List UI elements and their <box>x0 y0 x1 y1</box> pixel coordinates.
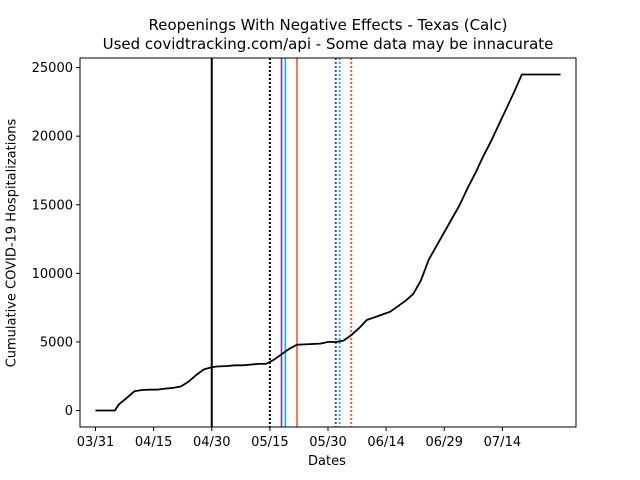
chart-title: Reopenings With Negative Effects - Texas… <box>148 16 508 34</box>
x-tick-label: 07/14 <box>484 435 521 450</box>
x-axis-label: Dates <box>308 454 346 469</box>
x-tick-label: 04/15 <box>135 435 172 450</box>
series-line-1 <box>95 73 561 412</box>
x-tick-label: 05/15 <box>251 435 288 450</box>
y-tick-label: 5000 <box>40 335 73 350</box>
x-tick-label: 03/31 <box>77 435 114 450</box>
chart-subtitle: Used covidtracking.com/api - Some data m… <box>102 35 554 53</box>
x-tick-label: 05/30 <box>309 435 346 450</box>
y-tick-label: 0 <box>65 404 73 419</box>
axes-frame <box>79 57 577 428</box>
y-axis-label: Cumulative COVID-19 Hospitalizations <box>4 118 20 368</box>
y-tick-label: 25000 <box>32 61 73 76</box>
x-tick-label: 06/29 <box>426 435 463 450</box>
x-tick-label: 06/14 <box>367 435 404 450</box>
y-tick-label: 20000 <box>32 130 73 145</box>
y-tick-label: 10000 <box>32 267 73 282</box>
y-tick-label: 15000 <box>32 198 73 213</box>
x-tick-label: 04/30 <box>193 435 230 450</box>
